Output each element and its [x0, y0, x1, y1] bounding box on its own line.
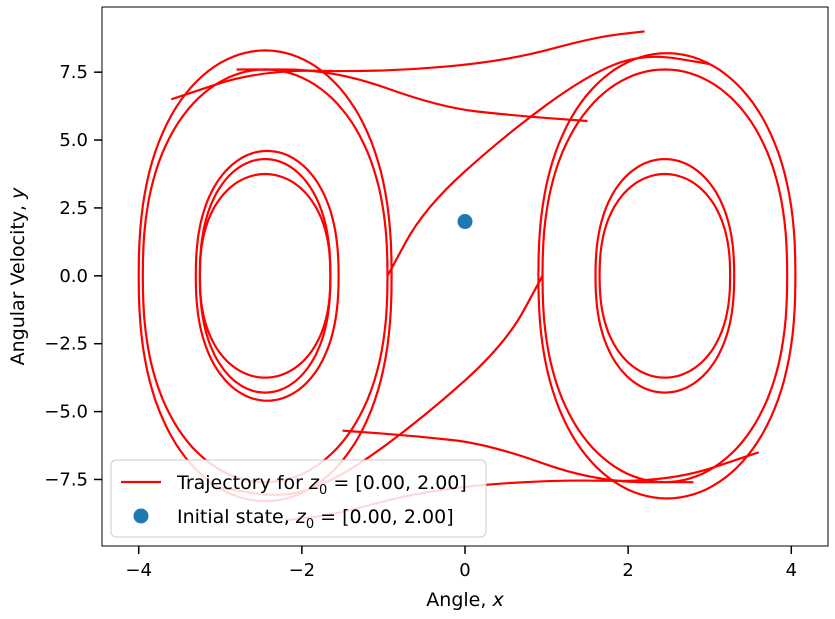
- trajectory-orbit-8: [537, 52, 797, 500]
- trajectory-orbit-3: [141, 68, 389, 484]
- trajectory-connector-5: [342, 429, 694, 484]
- trajectory-connector-1: [170, 30, 645, 101]
- y-tick-label: −2.5: [44, 334, 88, 355]
- legend-initial-state-swatch: [133, 508, 149, 524]
- y-tick-label: −5.0: [44, 402, 88, 423]
- y-axis-label: Angular Velocity, y: [7, 187, 29, 366]
- trajectory-orbit-2: [194, 149, 340, 402]
- legend-trajectory-label: Trajectory for z0 = [0.00, 2.00]: [176, 472, 467, 498]
- trajectory-orbit-5: [598, 172, 732, 379]
- y-tick-label: 2.5: [59, 198, 88, 219]
- y-tick-label: 0.0: [59, 266, 88, 287]
- x-tick-label: 2: [622, 560, 633, 581]
- x-tick-label: −4: [125, 560, 152, 581]
- legend-box: [110, 459, 487, 538]
- point-layer: [457, 214, 473, 230]
- legend-initial-state-label: Initial state, z0 = [0.00, 2.00]: [177, 506, 454, 532]
- y-tick-label: −7.5: [44, 469, 88, 490]
- legend: Trajectory for z0 = [0.00, 2.00] Initial …: [110, 459, 487, 538]
- x-tick-label: 0: [459, 560, 470, 581]
- initial-state-point: [457, 214, 473, 230]
- x-tick-label: −2: [289, 560, 316, 581]
- trajectory-orbit-1: [198, 157, 332, 394]
- y-tick-label: 5.0: [59, 130, 88, 151]
- trajectory-layer: [137, 30, 797, 522]
- x-axis-label: Angle, x: [426, 589, 504, 611]
- trajectory-connector-0: [386, 55, 710, 277]
- trajectory-orbit-6: [594, 157, 736, 394]
- x-axis-ticks: −4 −2 0 2 4: [125, 546, 797, 581]
- y-tick-label: 7.5: [59, 62, 88, 83]
- trajectory-connector-4: [236, 68, 588, 123]
- x-tick-label: 4: [786, 560, 797, 581]
- y-axis-ticks: −7.5 −5.0 −2.5 0.0 2.5 5.0 7.5: [44, 62, 102, 490]
